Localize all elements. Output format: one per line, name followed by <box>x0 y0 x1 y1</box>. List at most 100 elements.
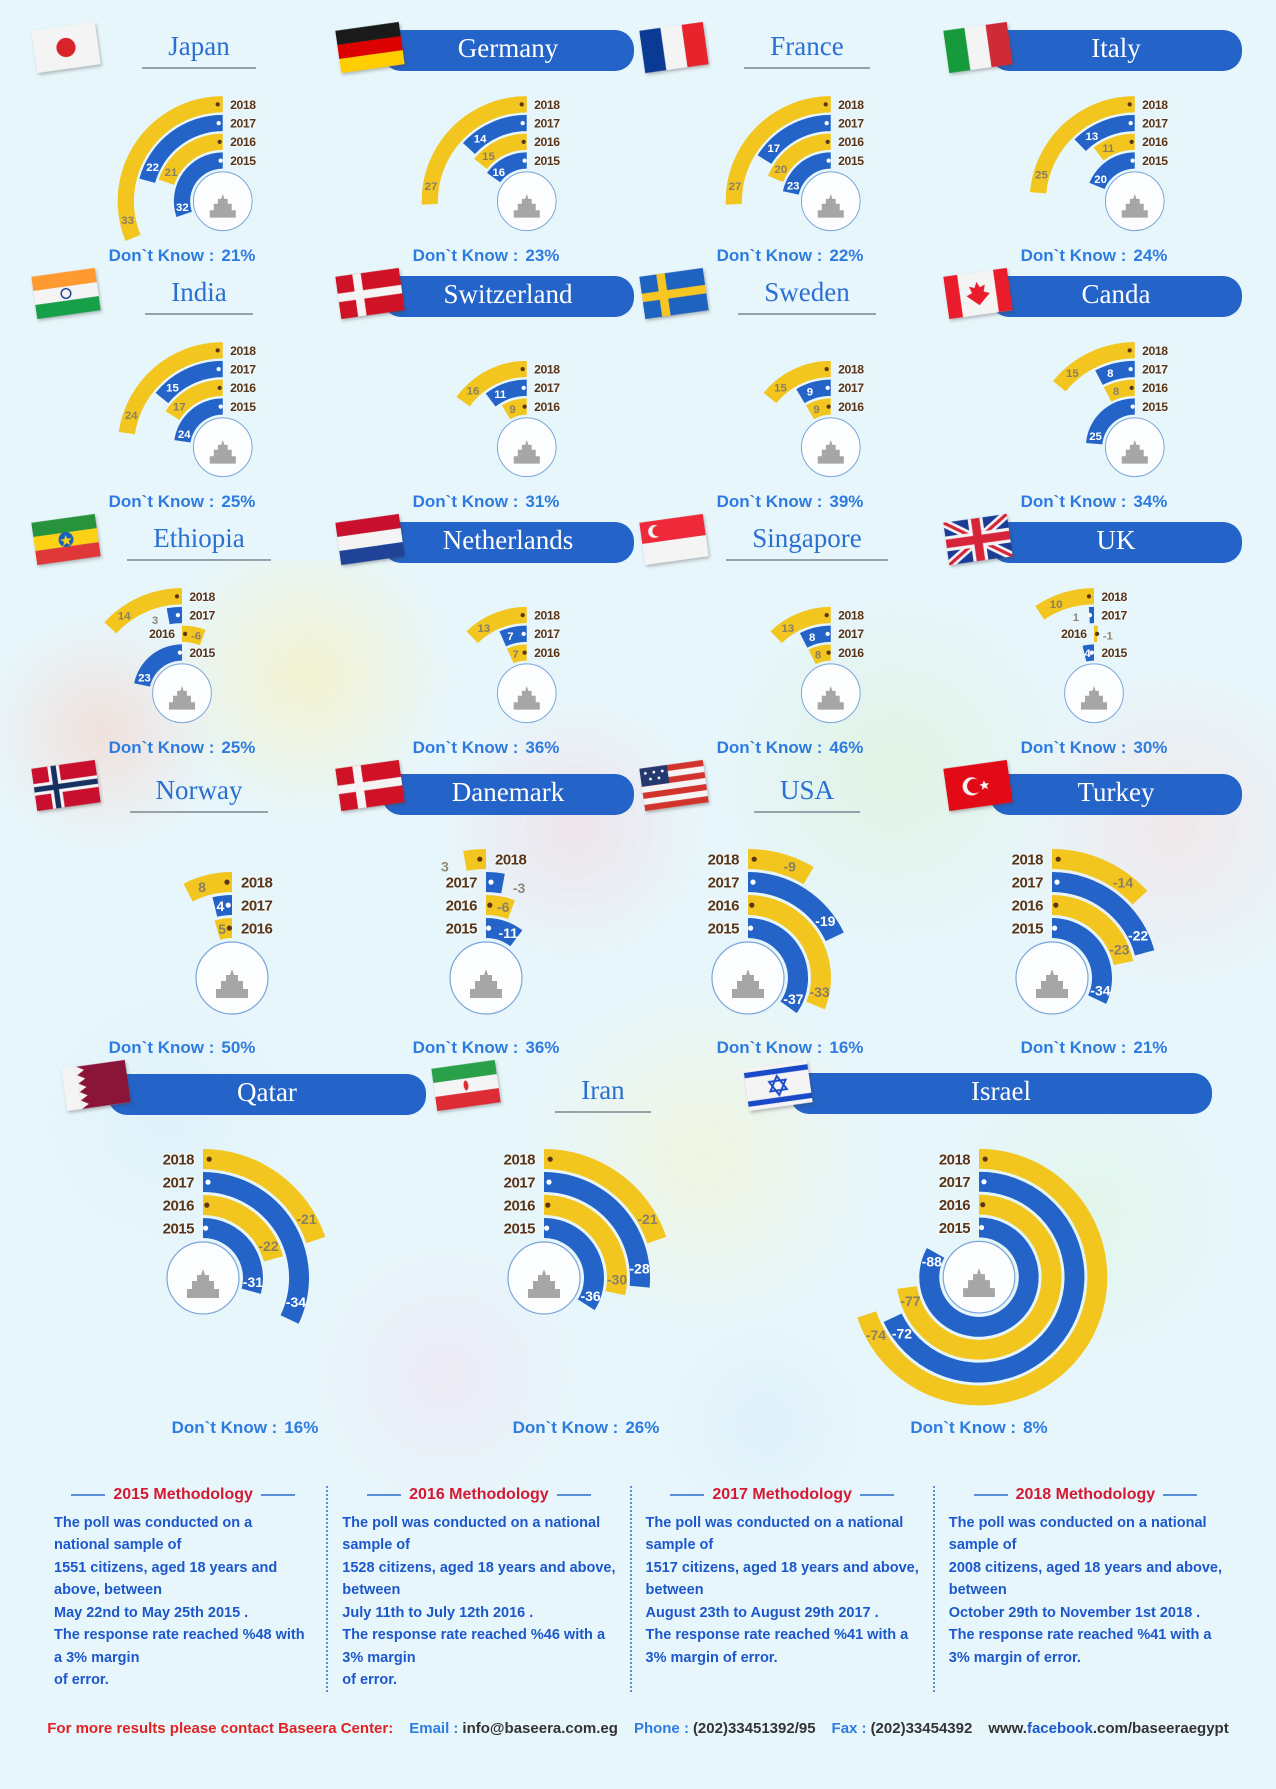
year-label: 2017 <box>534 116 560 130</box>
country-name: Turkey <box>1077 776 1155 807</box>
footer-contact-text: For more results please contact Baseera … <box>47 1719 394 1737</box>
arc-2017 <box>462 114 527 154</box>
year-dot <box>487 902 493 908</box>
dont-know-label: Don`t Know : <box>171 1418 278 1437</box>
year-label: 2018 <box>708 852 740 869</box>
dont-know-value: 25% <box>221 738 256 757</box>
value-label-2018: 24 <box>125 410 138 422</box>
arc-2015 <box>543 1218 604 1311</box>
year-dot <box>1127 348 1132 353</box>
country-name: Canda <box>1081 278 1151 309</box>
arc-2016 <box>543 1195 627 1296</box>
country-card-qatar: Qatar 2018 -21 2017 -34 2016 -22 2015 -31 Don`t K… <box>60 1059 430 1444</box>
value-label-2018: 27 <box>729 181 742 193</box>
year-label: 2015 <box>1101 646 1127 660</box>
dont-know: Don`t Know : 21% <box>942 1038 1246 1064</box>
country-title: Canda <box>990 275 1242 317</box>
value-label-2017: 7 <box>507 631 513 643</box>
arc-2018 <box>1053 342 1135 392</box>
year-label: 2015 <box>534 154 560 168</box>
arc-2017 <box>202 1172 309 1324</box>
dont-know-label: Don`t Know : <box>108 738 215 757</box>
methodology-title: 2015 Methodology <box>113 1486 253 1503</box>
year-dot <box>978 1224 985 1230</box>
year-dot <box>1089 650 1094 655</box>
year-label: 2016 <box>534 400 560 414</box>
methodology-line: of error. <box>342 1672 398 1689</box>
value-label-2018: 13 <box>782 623 795 635</box>
dash-line <box>71 1494 106 1496</box>
year-label: 2018 <box>1142 98 1168 112</box>
methodology-line: between <box>948 1582 1007 1599</box>
dont-know-label: Don`t Know : <box>1020 738 1127 757</box>
country-title: UK <box>990 521 1242 563</box>
value-label-2016: -22 <box>258 1238 278 1254</box>
year-label: 2016 <box>230 135 256 149</box>
phone-value[interactable]: (202)33451392/95 <box>692 1719 816 1737</box>
singapore-radial-chart: 2018 13 2017 8 2016 8 <box>770 606 866 724</box>
year-dot <box>980 1201 986 1207</box>
country-card-danemark: Danemark 2018 3 2017 -3 2016 -6 2015 -11 Don`t Kn… <box>334 759 638 1064</box>
year-dot <box>1129 385 1134 390</box>
year-label: 2017 <box>1101 608 1127 622</box>
country-name: Germany <box>457 32 559 63</box>
country-name: Iran <box>581 1075 625 1105</box>
year-dot <box>981 1178 987 1185</box>
methodology-line: national sample of <box>54 1537 182 1554</box>
dont-know-value: 26% <box>625 1418 660 1437</box>
arc-2015 <box>1086 398 1135 445</box>
country-card-israel: Israel 2018 -74 2017 -72 2016 -77 2015 -88 Don`t … <box>742 1059 1216 1444</box>
country-card-usa: USA 2018 -9 2017 -19 2016 -33 2015 -37 Don`t Know… <box>638 759 942 1064</box>
arc-2015 <box>134 644 182 687</box>
netherlands-radial-chart: 2018 13 2017 7 2016 7 <box>466 606 562 724</box>
country-header: India <box>30 267 334 321</box>
year-label: 2015 <box>838 154 864 168</box>
dash-line <box>973 1494 1008 1496</box>
country-name: Qatar <box>236 1076 297 1107</box>
site-facebook: facebook <box>1026 1719 1093 1737</box>
year-dot <box>750 879 756 885</box>
value-label-2018: 16 <box>467 385 480 397</box>
value-label-2017: -22 <box>1128 928 1148 944</box>
dont-know-label: Don`t Know : <box>1020 1038 1127 1057</box>
value-label-2015: 24 <box>178 429 191 441</box>
email-value[interactable]: info@baseera.com.eg <box>462 1719 618 1737</box>
year-label: 2017 <box>230 362 256 376</box>
japan-radial-chart: 2018 33 2017 22 2016 21 2015 32 <box>117 96 258 241</box>
value-label-2017: 22 <box>146 162 159 174</box>
value-label-2018: 15 <box>774 382 787 394</box>
japan-flag-icon <box>31 21 101 74</box>
nordic-red-flag-icon <box>335 759 405 812</box>
year-label: 2018 <box>230 98 256 112</box>
year-label: 2018 <box>495 852 527 869</box>
year-label: 2015 <box>230 400 256 414</box>
dont-know-value: 23% <box>525 246 560 265</box>
dont-know: Don`t Know : 8% <box>742 1418 1216 1444</box>
dash-line <box>859 1494 894 1496</box>
fax-value[interactable]: (202)33454392 <box>870 1719 973 1737</box>
country-header: UK <box>942 513 1246 567</box>
country-name: Italy <box>1091 32 1141 63</box>
arc-2016 <box>1103 379 1135 402</box>
value-label-2016: 11 <box>1102 143 1115 155</box>
dont-know: Don`t Know : 16% <box>60 1418 430 1444</box>
methodology-column-2018: 2018 Methodology The poll was conducted o… <box>932 1486 1236 1692</box>
arc-2018 <box>763 360 831 404</box>
year-dot <box>1086 594 1092 599</box>
dont-know-value: 21% <box>221 246 256 265</box>
dont-know: Don`t Know : 24% <box>942 246 1246 272</box>
big-ben-icon <box>1080 685 1108 710</box>
arc-2018 <box>770 606 831 643</box>
value-label-2016: 8 <box>815 650 821 662</box>
country-title: Italy <box>990 29 1242 71</box>
year-dot <box>477 856 483 862</box>
arc-2017 <box>486 872 505 894</box>
year-dot <box>521 385 526 390</box>
arc-2017 <box>543 1172 650 1288</box>
site-post: .com/baseeraegypt <box>1092 1719 1229 1737</box>
country-grid: Japan 2018 33 2017 22 2016 21 2015 32 Don`t Know … <box>30 21 1246 1444</box>
year-label: 2016 <box>230 381 256 395</box>
facebook-url[interactable]: www.facebook.com/baseeraegypt <box>988 1720 1228 1737</box>
country-header: Singapore <box>638 513 942 567</box>
